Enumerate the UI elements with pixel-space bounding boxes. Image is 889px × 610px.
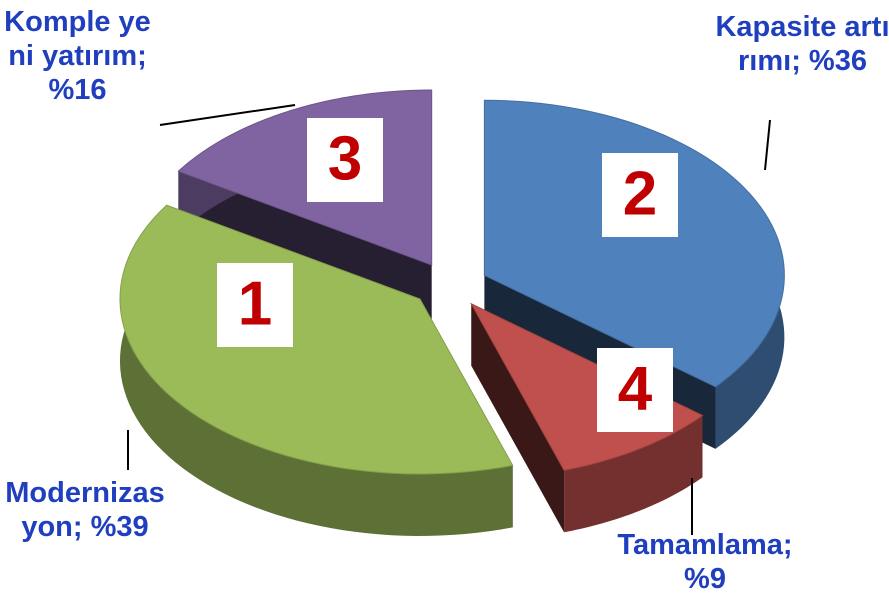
number-box — [597, 348, 673, 432]
data-label: Modernizasyon; %39 — [5, 477, 165, 543]
slice-wall — [119, 205, 513, 536]
slice — [483, 99, 785, 388]
data-label: Komple yeni yatırım; %16 — [4, 6, 151, 106]
slices — [119, 89, 785, 536]
slice-number: 2 — [623, 159, 657, 228]
slice-number: 3 — [328, 124, 362, 193]
slice-side — [471, 303, 565, 533]
slice-number: 1 — [238, 269, 272, 338]
leader-line — [764, 119, 771, 171]
slice-wall — [564, 415, 703, 533]
leader-lines — [127, 104, 771, 535]
data-label: Kapasite artırımı; %36 — [715, 11, 889, 77]
data-label: Tamamlama; %9 — [617, 529, 793, 595]
number-box — [602, 153, 678, 237]
leader-line — [159, 104, 296, 126]
number-box — [307, 118, 383, 202]
slice-number: 4 — [618, 354, 653, 423]
number-box — [217, 263, 293, 347]
slice-numbers: 2 4 1 3 — [217, 118, 678, 432]
